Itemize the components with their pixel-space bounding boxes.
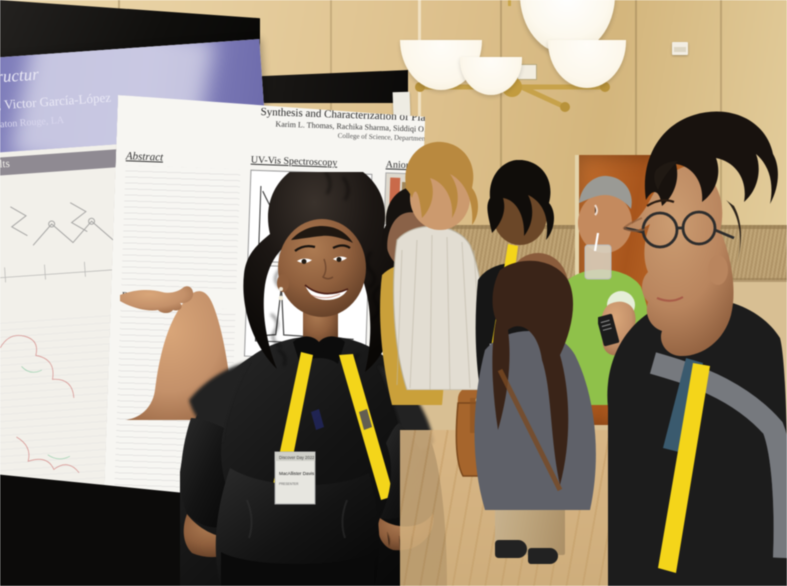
svg-text:Discover Day 2022: Discover Day 2022 — [279, 455, 315, 460]
svg-text:MacAllister Davis: MacAllister Davis — [279, 471, 315, 476]
svg-text:PRESENTER: PRESENTER — [279, 482, 299, 486]
